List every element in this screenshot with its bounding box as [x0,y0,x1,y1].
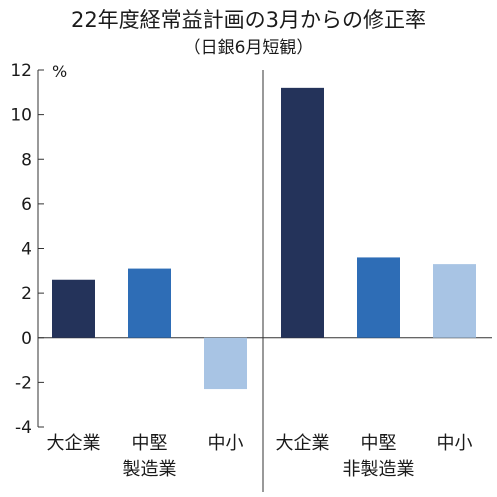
bar [281,87,324,338]
group-label: 非製造業 [343,459,415,480]
y-axis-unit: % [52,62,67,81]
bar [128,268,171,338]
group-label: 製造業 [123,459,177,480]
category-label: 中小 [437,433,473,454]
y-tick-label: 12 [10,61,32,81]
category-label: 中堅 [132,433,168,454]
bar [52,279,95,338]
y-tick-label: -2 [15,373,32,393]
y-tick-label: 6 [21,195,32,215]
category-label: 大企業 [47,433,101,454]
y-tick-label: 8 [21,150,32,170]
chart-subtitle: （日銀6月短観） [183,38,314,58]
bar [357,257,400,338]
bar [204,337,247,390]
category-label: 大企業 [276,433,330,454]
bar [433,264,476,338]
chart-title: 22年度経常益計画の3月からの修正率 [70,8,427,32]
category-label: 中堅 [361,433,397,454]
category-label: 中小 [208,433,244,454]
y-tick-label: 4 [21,240,32,260]
y-tick-label: 0 [21,329,32,349]
y-tick-label: 10 [10,106,32,126]
y-tick-label: -4 [15,418,32,438]
y-tick-label: 2 [21,284,32,304]
